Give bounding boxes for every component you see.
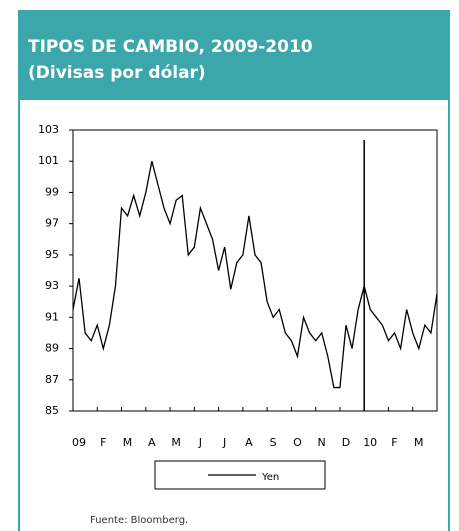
y-tick-label: 97 xyxy=(45,217,59,230)
y-tick-label: 91 xyxy=(45,310,59,323)
y-tick-label: 95 xyxy=(45,248,59,261)
x-tick-label: D xyxy=(342,436,350,449)
x-tick-label: J xyxy=(198,436,202,449)
y-tick-label: 87 xyxy=(45,373,59,386)
x-tick-label: J xyxy=(222,436,226,449)
x-tick-label: M xyxy=(123,436,133,449)
chart-title: TIPOS DE CAMBIO, 2009-2010 xyxy=(28,37,313,57)
x-tick-label: F xyxy=(391,436,397,449)
x-tick-label: S xyxy=(270,436,277,449)
x-tick-label: A xyxy=(245,436,253,449)
y-tick-label: 99 xyxy=(45,185,59,198)
x-tick-label: F xyxy=(100,436,106,449)
plot-area xyxy=(72,129,438,412)
x-tick-label: M xyxy=(414,436,424,449)
y-tick-label: 103 xyxy=(38,123,59,136)
y-tick-label: 89 xyxy=(45,342,59,355)
x-tick-label: 10 xyxy=(363,436,377,449)
y-tick-label: 93 xyxy=(45,279,59,292)
legend xyxy=(154,460,326,490)
x-tick-label: 09 xyxy=(72,436,86,449)
x-tick-label: N xyxy=(318,436,326,449)
source: Fuente: Bloomberg. xyxy=(90,515,188,526)
x-tick-label: A xyxy=(148,436,156,449)
x-tick-label: M xyxy=(171,436,181,449)
series-line xyxy=(72,161,438,389)
y-tick-label: 101 xyxy=(38,154,59,167)
legend-label: Yen xyxy=(261,472,279,483)
y-tick-label: 85 xyxy=(45,404,59,417)
header xyxy=(18,10,450,100)
x-tick-label: O xyxy=(293,436,302,449)
chart-subtitle: (Divisas por dólar) xyxy=(28,63,206,83)
